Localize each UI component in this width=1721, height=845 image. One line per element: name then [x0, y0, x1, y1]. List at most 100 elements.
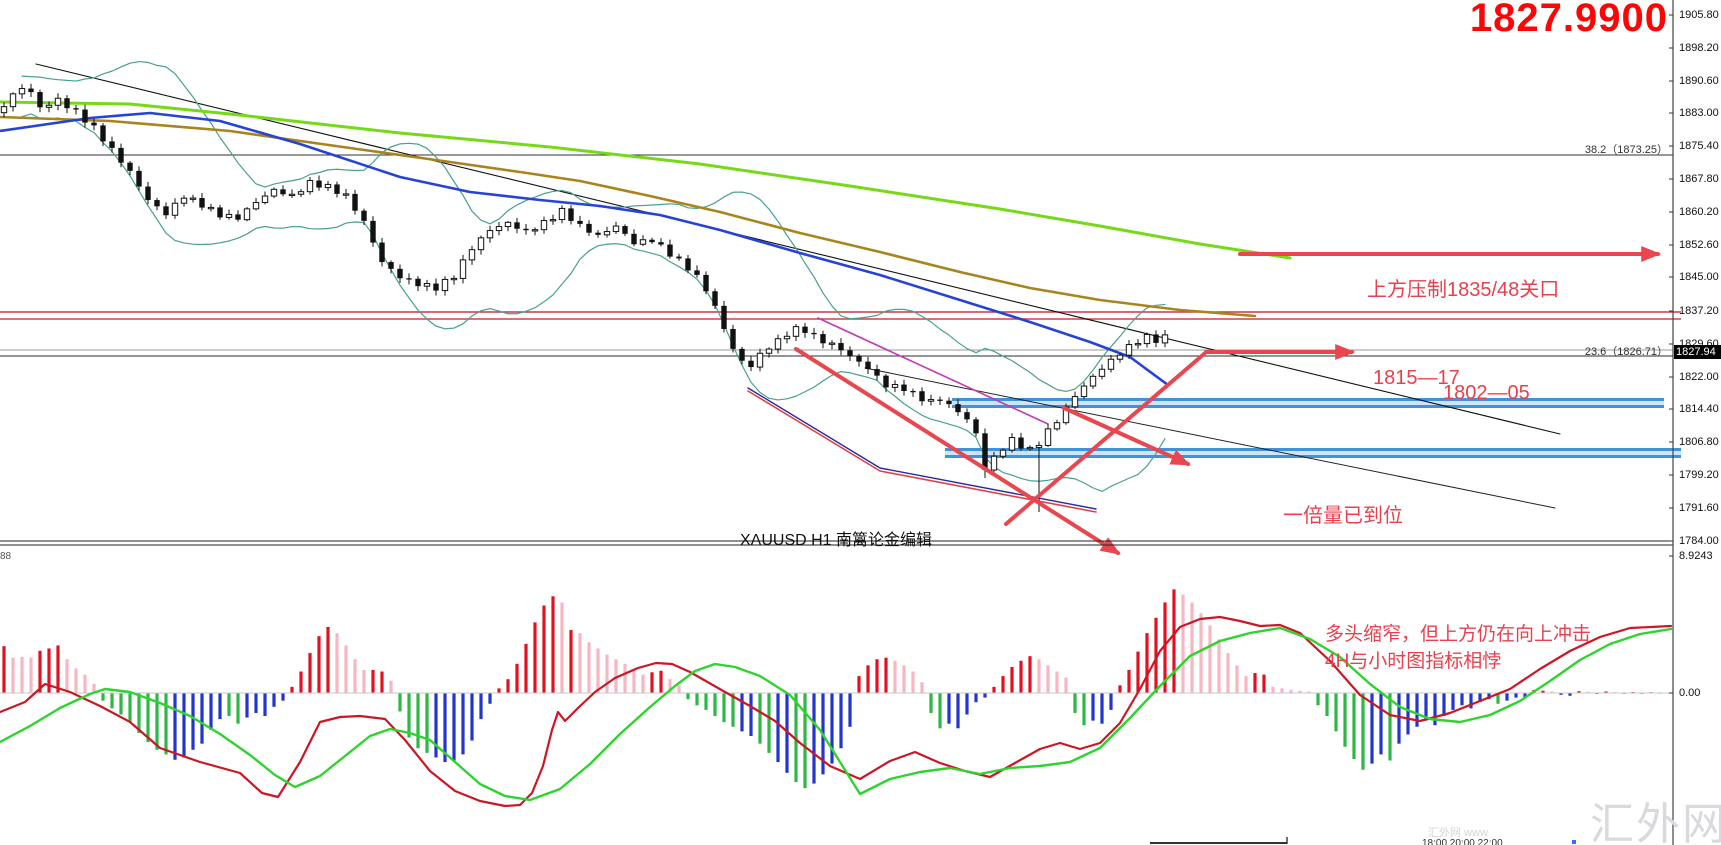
candle-bear	[811, 332, 817, 335]
macd-bar	[884, 657, 888, 693]
macd-bar	[1343, 693, 1347, 747]
macd-bar	[29, 657, 33, 693]
candle-bull	[477, 237, 485, 251]
candle-bear	[820, 334, 826, 344]
macd-bar	[686, 693, 690, 700]
macd-bar	[254, 693, 258, 713]
candle-bear	[847, 350, 853, 357]
price-axis-label: 1890.60	[1679, 74, 1719, 87]
macd-bar	[1451, 693, 1455, 710]
ma-olive	[0, 115, 1257, 318]
annotation-macd-line1: 多头缩窄，但上方仍在向上冲击	[1325, 624, 1592, 645]
macd-bar	[1262, 674, 1266, 693]
macd-bar	[983, 693, 987, 698]
macd-bar	[632, 669, 636, 693]
macd-bar	[776, 693, 780, 763]
macd-bar	[92, 683, 96, 693]
macd-bar	[1361, 693, 1365, 770]
candle-bull	[756, 352, 764, 368]
macd-bar	[623, 663, 627, 693]
fib-382-label: 38.2（1873.25）	[1584, 144, 1668, 156]
candle-bull	[639, 239, 647, 245]
candle-bear	[910, 390, 916, 393]
macd-bar	[1487, 693, 1491, 700]
macd-bar	[1073, 693, 1077, 713]
indicator-corner-value: 88	[0, 551, 12, 562]
macd-bar	[434, 693, 438, 758]
macd-bar	[1127, 669, 1131, 693]
red-arrow-3	[794, 347, 1121, 555]
candle-bull	[1107, 358, 1115, 370]
macd-bar	[1406, 693, 1410, 735]
candle-bear	[523, 228, 529, 231]
candle-bear	[964, 412, 970, 420]
macd-bar	[173, 693, 177, 760]
macd-bar	[479, 693, 483, 720]
macd-bar	[155, 693, 159, 750]
candle-bear	[901, 384, 907, 391]
macd-bar	[956, 693, 960, 729]
candle-bull	[1026, 446, 1034, 450]
macd-bar	[1568, 693, 1572, 696]
macd-bar	[1091, 693, 1095, 721]
candle-bear	[28, 88, 34, 93]
candle-bear	[136, 170, 142, 187]
macd-bar	[1028, 656, 1032, 693]
support-band-1	[945, 455, 1681, 458]
macd-bar	[569, 630, 573, 693]
channel-upper-purple	[817, 317, 1049, 425]
candle-bull	[1143, 333, 1151, 345]
candle-bull	[9, 93, 17, 108]
candle-bear	[676, 256, 682, 259]
macd-bar	[1433, 693, 1437, 726]
candle-bull	[792, 326, 800, 337]
price-axis-label: 1814.40	[1679, 402, 1719, 415]
macd-bar	[1478, 693, 1482, 703]
candle-bear	[874, 369, 880, 376]
macd-bar	[164, 693, 168, 755]
macd-bar	[1181, 594, 1185, 693]
macd-bar	[1010, 666, 1014, 693]
red-arrow-4	[1062, 406, 1191, 466]
macd-bar	[1307, 691, 1311, 693]
macd-bar	[1460, 693, 1464, 706]
macd-bar	[182, 693, 186, 758]
candle-bear	[64, 98, 70, 109]
macd-bar	[1469, 693, 1473, 709]
candle-bear	[397, 268, 403, 279]
macd-bar	[1172, 589, 1176, 693]
macd-bar	[1082, 693, 1086, 726]
macd-bar	[929, 693, 933, 713]
candle-bull	[180, 197, 188, 204]
macd-bar	[749, 693, 753, 736]
candle-bull	[459, 259, 467, 279]
candle-bull	[990, 455, 998, 471]
candle-bull	[1071, 396, 1079, 408]
macd-bar	[605, 654, 609, 693]
price-axis-label: 1799.20	[1679, 468, 1719, 481]
candle-bear	[883, 375, 889, 388]
candle-bear	[316, 180, 322, 188]
macd-bar	[695, 693, 699, 706]
candle-bull	[774, 338, 782, 350]
candle-bear	[1153, 334, 1159, 343]
candle-bear	[163, 206, 169, 216]
macd-bar	[830, 693, 834, 764]
macd-bar	[1136, 651, 1140, 693]
candle-bear	[865, 361, 871, 370]
candle-bear	[595, 232, 601, 235]
macd-bar	[1514, 693, 1518, 698]
macd-bar	[560, 602, 564, 693]
candle-bear	[802, 326, 808, 333]
channel-lower-red	[747, 390, 1097, 513]
macd-bar	[299, 671, 303, 693]
macd-bar	[344, 645, 348, 693]
current-price-large: 1827.9900	[1469, 0, 1668, 40]
candle-bull	[297, 191, 305, 195]
annotation-measured-move: 一倍量已到位	[1283, 505, 1403, 527]
candle-bull	[468, 249, 476, 261]
macd-axis-label: 0.00	[1679, 687, 1701, 699]
macd-bar	[902, 665, 906, 693]
candle-bull	[423, 283, 431, 287]
